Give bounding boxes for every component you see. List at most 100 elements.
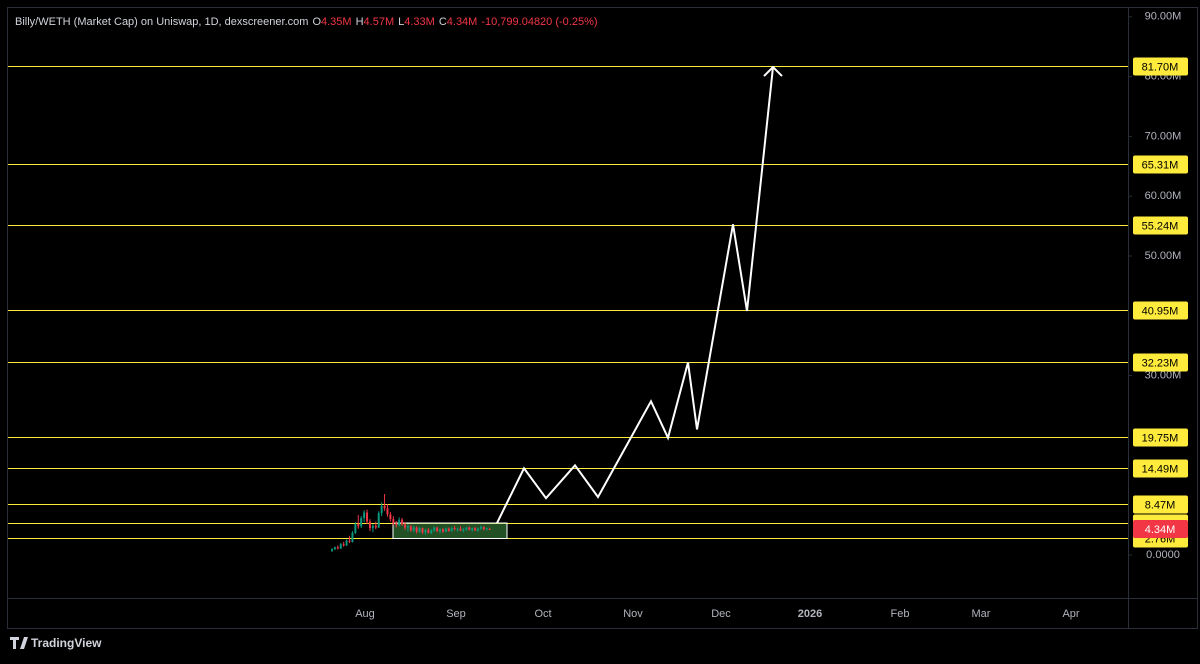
candle-body bbox=[336, 547, 339, 549]
legend-value: 4.57M bbox=[364, 16, 395, 28]
x-tick-label: Nov bbox=[623, 608, 643, 620]
level-label-bg bbox=[1133, 57, 1188, 76]
candle-body bbox=[392, 519, 395, 524]
candle-body bbox=[380, 505, 383, 514]
legend-key: C bbox=[439, 16, 447, 28]
candle-body bbox=[354, 523, 357, 533]
candle-body bbox=[453, 528, 456, 530]
x-tick-label: Aug bbox=[355, 608, 375, 620]
level-label: 55.24M bbox=[1142, 220, 1179, 232]
candle-body bbox=[342, 544, 345, 546]
level-label-bg bbox=[1133, 428, 1188, 447]
candles-layer bbox=[331, 494, 491, 553]
candle-body bbox=[418, 528, 421, 532]
current-price-bg bbox=[1133, 520, 1188, 539]
projection-arrowhead bbox=[763, 65, 783, 77]
projection-layer bbox=[496, 65, 783, 524]
candle-body bbox=[404, 524, 406, 528]
candle-body bbox=[450, 528, 453, 532]
legend-key: L bbox=[398, 16, 404, 28]
x-tick-label: Oct bbox=[534, 608, 551, 620]
candle-body bbox=[468, 527, 471, 530]
candle-body bbox=[427, 529, 430, 533]
candle-body bbox=[351, 532, 354, 542]
level-label-bg bbox=[1133, 459, 1188, 478]
candle-body bbox=[444, 528, 447, 532]
y-tick-label: 30.00M bbox=[1145, 370, 1182, 382]
level-label-bg bbox=[1133, 155, 1188, 174]
brand-name: TradingView bbox=[31, 636, 102, 650]
x-tick-label: Apr bbox=[1062, 608, 1079, 620]
candle-body bbox=[395, 523, 398, 526]
y-tick-label: 60.00M bbox=[1145, 190, 1182, 202]
candle-body bbox=[345, 540, 348, 546]
legend-value: 4.33M bbox=[404, 16, 435, 28]
candle-body bbox=[471, 528, 474, 530]
level-label: 32.23M bbox=[1142, 357, 1179, 369]
y-tick-label: 90.00M bbox=[1145, 11, 1182, 23]
candle-body bbox=[368, 521, 371, 529]
candle-body bbox=[421, 528, 424, 533]
x-tick-label: 2026 bbox=[798, 608, 822, 620]
level-label: 81.70M bbox=[1142, 61, 1179, 73]
level-label: 40.95M bbox=[1142, 305, 1179, 317]
chart-title: Billy/WETH (Market Cap) on Uniswap, 1D, … bbox=[15, 16, 308, 28]
candle-body bbox=[433, 527, 436, 531]
y-tick-label: 50.00M bbox=[1145, 250, 1182, 262]
x-tick-label: Sep bbox=[446, 608, 466, 620]
candle-body bbox=[456, 528, 459, 530]
current-price-label: 4.34M bbox=[1145, 524, 1176, 536]
candle-body bbox=[406, 526, 409, 528]
levels-layer bbox=[8, 66, 1128, 539]
candle-body bbox=[462, 529, 465, 531]
level-label-bg bbox=[1133, 216, 1188, 235]
candle-body bbox=[339, 544, 342, 549]
candle-body bbox=[447, 528, 450, 532]
y-tick-label: 70.00M bbox=[1145, 130, 1182, 142]
candle-body bbox=[401, 519, 404, 525]
projection-line bbox=[496, 66, 774, 524]
x-tick-label: Feb bbox=[891, 608, 910, 620]
brand-logo bbox=[10, 637, 28, 649]
level-label-bg bbox=[1133, 353, 1188, 372]
candle-body bbox=[366, 512, 369, 522]
candle-body bbox=[374, 525, 377, 528]
legend-value: 4.35M bbox=[321, 16, 352, 28]
candle-body bbox=[485, 528, 488, 530]
level-label: 65.31M bbox=[1142, 159, 1179, 171]
candle-body bbox=[439, 529, 442, 532]
level-label: 8.47M bbox=[1145, 499, 1176, 511]
level-label: 14.49M bbox=[1142, 463, 1179, 475]
candle-body bbox=[360, 517, 363, 527]
candle-body bbox=[441, 529, 444, 532]
candle-body bbox=[479, 526, 482, 529]
candle-body bbox=[333, 547, 336, 550]
legend-change: -10,799.04820 (-0.25%) bbox=[481, 16, 597, 28]
pane-border bbox=[7, 7, 1198, 629]
box-layer bbox=[392, 522, 508, 539]
candle-body bbox=[474, 528, 477, 531]
candle-body bbox=[377, 513, 380, 528]
candle-body bbox=[436, 527, 439, 532]
level-label: 19.75M bbox=[1142, 432, 1179, 444]
candle-body bbox=[331, 549, 333, 551]
candle-body bbox=[477, 528, 479, 531]
y-tick-label: 0.0000 bbox=[1146, 549, 1180, 561]
candle-body bbox=[459, 528, 462, 531]
candle-body bbox=[415, 527, 418, 532]
brand: TradingView bbox=[10, 636, 102, 650]
candle-body bbox=[363, 512, 366, 518]
legend-key: O bbox=[312, 16, 321, 28]
candle-body bbox=[430, 530, 433, 533]
candle-body bbox=[398, 519, 401, 526]
x-tick-label: Dec bbox=[711, 608, 731, 620]
candle-body bbox=[357, 523, 360, 527]
candle-body bbox=[383, 505, 386, 509]
legend-key: H bbox=[356, 16, 364, 28]
candle-body bbox=[371, 525, 374, 529]
level-label-bg bbox=[1133, 301, 1188, 320]
candle-body bbox=[348, 540, 351, 542]
